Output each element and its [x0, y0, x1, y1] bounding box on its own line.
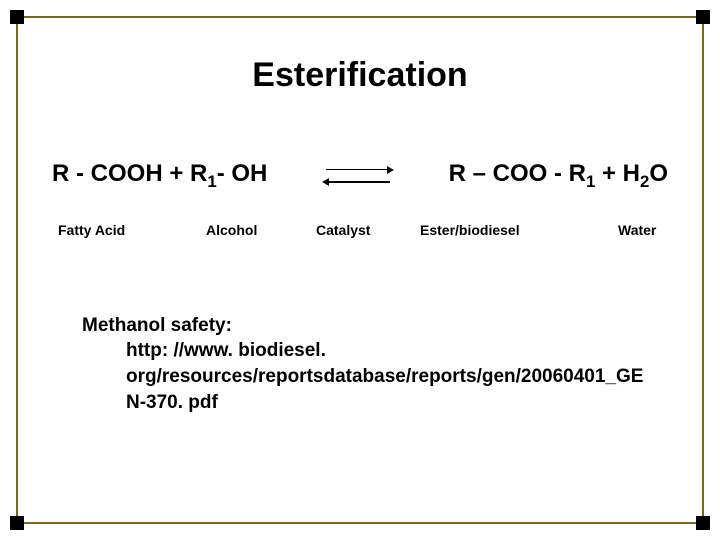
label-fatty-acid: Fatty Acid — [52, 222, 180, 238]
reactants: R - COOH + R1- OH — [52, 160, 267, 192]
label-ester: Ester/biodiesel — [412, 222, 572, 238]
reactant-text: R - COOH + R — [52, 160, 207, 187]
products: R – COO - R1 + H2O — [449, 160, 668, 192]
reaction-equation: R - COOH + R1- OH R – COO - R1 + H2O — [46, 160, 674, 192]
product-tail: O — [649, 160, 668, 187]
subscript: 1 — [586, 172, 595, 191]
label-catalyst: Catalyst — [292, 222, 412, 238]
safety-heading: Methanol safety: — [82, 315, 232, 336]
safety-note: Methanol safety: http: //www. biodiesel.… — [46, 313, 674, 416]
reaction-labels: Fatty Acid Alcohol Catalyst Ester/biodie… — [46, 222, 674, 238]
subscript: 2 — [640, 172, 649, 191]
subscript: 1 — [207, 172, 216, 191]
slide-content: Esterification R - COOH + R1- OH R – COO… — [16, 16, 704, 524]
safety-url: http: //www. biodiesel. org/resources/re… — [82, 338, 646, 415]
label-water: Water — [572, 222, 656, 238]
equilibrium-arrows-icon — [318, 161, 398, 191]
product-text: R – COO - R — [449, 160, 586, 187]
reactant-tail: - OH — [217, 160, 268, 187]
slide-title: Esterification — [46, 56, 674, 95]
label-alcohol: Alcohol — [180, 222, 292, 238]
product-mid: + H — [595, 160, 640, 187]
